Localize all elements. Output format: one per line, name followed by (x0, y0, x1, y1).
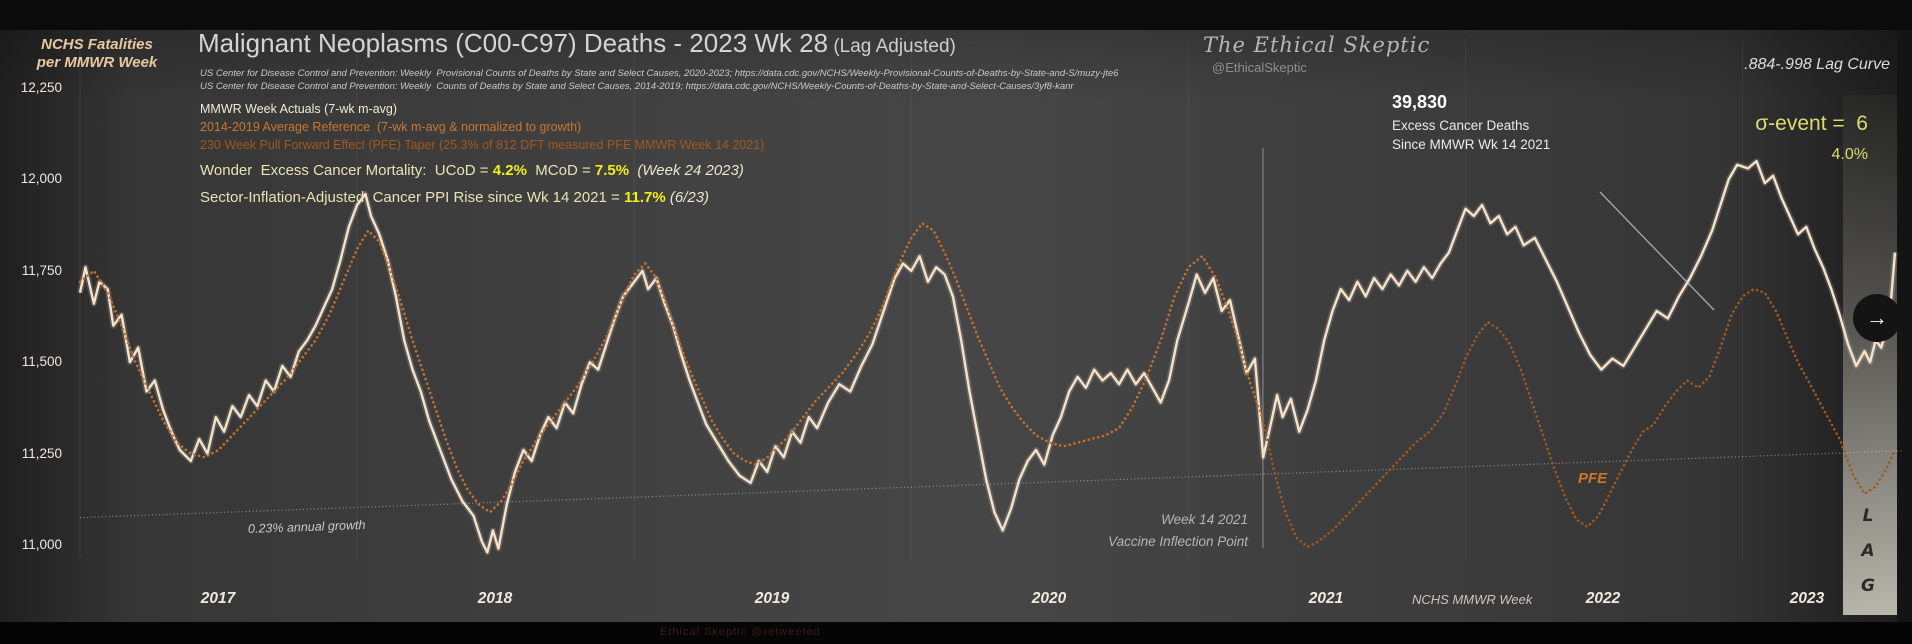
footer-ghost-text: Ethical Skeptic @retweeted (660, 626, 821, 638)
y-tick-11500: 11,500 (21, 354, 62, 369)
chart-panel (0, 30, 1912, 622)
citation-line-1: US Center for Disease Control and Preven… (200, 68, 1119, 79)
year-label-2023: 2023 (1789, 590, 1825, 607)
right-arrow-icon: → (1866, 305, 1888, 330)
y-tick-11250: 11,250 (21, 446, 62, 461)
year-label-2021: 2021 (1308, 590, 1344, 607)
lag-letter-a: A (1861, 541, 1875, 561)
top-black-bar (0, 0, 1912, 30)
citation-line-2: US Center for Disease Control and Preven… (200, 81, 1074, 92)
y-tick-11000: 11,000 (21, 537, 62, 552)
legend-pfe-taper: 230 Week Pull Forward Effect (PFE) Taper… (200, 138, 765, 152)
y-axis-title: NCHS Fatalities per MMWR Week (36, 36, 158, 71)
x-axis-label: NCHS MMWR Week (1412, 592, 1533, 607)
page-title: Malignant Neoplasms (C00-C97) Deaths - 2… (198, 28, 956, 58)
series-actuals (78, 159, 1897, 554)
wonder-excess-stat: Wonder Excess Cancer Mortality: UCoD = 4… (200, 162, 744, 179)
y-tick-12000: 12,000 (20, 171, 62, 186)
bottom-black-bar: Ethical Skeptic @retweeted (0, 622, 1912, 644)
year-label-2017: 2017 (200, 590, 236, 607)
sigma-event-stat: σ-event = 6 (1755, 112, 1868, 135)
y-tick-12250: 12,250 (20, 80, 62, 95)
ucod-value: 4.2% (492, 162, 527, 179)
series-dotted-1 (78, 221, 1265, 514)
excess-caption-2: Since MMWR Wk 14 2021 (1392, 137, 1551, 152)
year-label-2018: 2018 (477, 590, 513, 607)
mcod-value: 7.5% (594, 162, 630, 179)
title-suffix: (Lag Adjusted) (828, 36, 956, 57)
legend-actuals: MMWR Week Actuals (7-wk m-avg) (200, 102, 398, 116)
twitter-handle: @EthicalSkeptic (1212, 60, 1307, 75)
series-dotted-2 (1261, 287, 1897, 549)
year-label-2019: 2019 (754, 590, 790, 607)
lag-letter-l: L (1862, 506, 1874, 526)
year-label-2022: 2022 (1585, 590, 1621, 607)
lag-curve-note: .884-.998 Lag Curve (1744, 56, 1890, 73)
right-edge-strip (1897, 30, 1912, 622)
week14-annotation-line2: Vaccine Inflection Point (1108, 534, 1248, 549)
y-tick-11750: 11,750 (21, 263, 62, 278)
year-label-2020: 2020 (1031, 590, 1067, 607)
next-arrow-button[interactable]: → (1853, 294, 1901, 342)
excess-pointer-line (1599, 191, 1715, 311)
excess-deaths-number: 39,830 (1392, 92, 1448, 112)
lag-letter-g: G (1861, 576, 1875, 596)
sigma-percent: 4.0% (1831, 146, 1868, 163)
ethical-skeptic-logo: The Ethical Skeptic (1203, 33, 1431, 57)
week14-annotation-line1: Week 14 2021 (1161, 512, 1248, 527)
sector-ppi-stat: Sector-Inflation-Adjusted Cancer PPI Ris… (200, 189, 710, 206)
legend-reference: 2014-2019 Average Reference (7-wk m-avg … (200, 120, 582, 134)
pfe-curve-label: PFE (1578, 470, 1608, 487)
excess-caption-1: Excess Cancer Deaths (1392, 118, 1530, 133)
ppi-value: 11.7% (623, 189, 666, 206)
